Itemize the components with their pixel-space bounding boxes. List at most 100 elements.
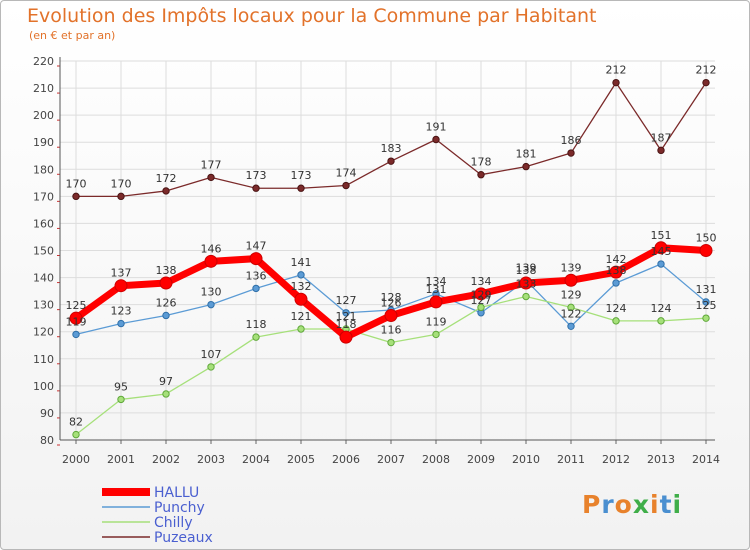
data-point-chilly (567, 303, 575, 312)
data-label-chilly: 129 (561, 288, 582, 301)
data-point-hallu (699, 244, 713, 257)
data-point-chilly (387, 338, 395, 347)
data-label-hallu: 131 (426, 283, 447, 296)
data-point-hallu (69, 311, 83, 325)
legend-label-hallu: HALLU (154, 485, 199, 501)
logo-letter: x (632, 490, 650, 519)
data-point-puzeaux (477, 171, 485, 179)
data-point-chilly (297, 325, 305, 333)
data-point-puzeaux (387, 157, 395, 165)
data-point-chilly (117, 395, 125, 404)
data-label-hallu: 150 (696, 232, 717, 245)
data-label-chilly: 82 (69, 416, 83, 429)
data-point-chilly (477, 303, 485, 312)
series-lines (69, 78, 713, 439)
x-tick-label: 2011 (557, 453, 585, 466)
y-tick-label: 150 (33, 245, 54, 258)
data-point-puzeaux (432, 135, 440, 144)
data-point-hallu (249, 252, 263, 266)
data-point-punchy (72, 330, 80, 339)
x-tick-label: 2009 (467, 453, 495, 466)
data-point-punchy (207, 300, 215, 309)
y-tick-label: 170 (33, 190, 54, 203)
data-label-hallu: 125 (66, 299, 87, 312)
data-point-hallu (654, 241, 668, 255)
data-point-puzeaux (522, 162, 530, 171)
x-tick-label: 2012 (602, 453, 630, 466)
data-point-puzeaux (567, 149, 575, 157)
data-label-chilly: 118 (246, 318, 267, 331)
logo-letter: t (659, 490, 673, 519)
data-point-puzeaux (342, 181, 350, 190)
data-point-puzeaux (702, 78, 710, 87)
data-point-chilly (432, 330, 440, 339)
data-label-hallu: 138 (516, 264, 537, 277)
data-point-chilly (612, 317, 620, 325)
legend-label-punchy: Punchy (154, 500, 205, 516)
data-point-punchy (162, 311, 170, 320)
data-label-puzeaux: 177 (201, 158, 222, 171)
data-label-hallu: 139 (561, 261, 582, 274)
data-point-puzeaux (72, 192, 80, 201)
data-label-chilly: 119 (426, 315, 447, 328)
data-label-punchy: 138 (606, 264, 627, 277)
logo-letter: P (582, 490, 602, 519)
x-tick-label: 2007 (377, 453, 405, 466)
data-point-hallu (429, 295, 443, 309)
data-point-hallu (159, 276, 173, 290)
data-label-puzeaux: 173 (246, 169, 267, 182)
y-tick-label: 160 (33, 217, 54, 230)
data-label-hallu: 151 (651, 229, 672, 242)
data-point-hallu (609, 265, 623, 279)
data-label-punchy: 119 (66, 315, 87, 328)
y-tick-label: 110 (33, 353, 54, 366)
data-point-punchy (702, 298, 710, 306)
data-label-hallu: 134 (471, 275, 492, 288)
x-tick-label: 2014 (692, 453, 720, 466)
y-tick-label: 80 (40, 434, 54, 447)
data-point-hallu (564, 273, 578, 287)
data-point-hallu (294, 292, 308, 306)
x-tick-label: 2008 (422, 453, 450, 466)
data-point-puzeaux (252, 184, 260, 192)
y-tick-label: 200 (33, 109, 54, 122)
data-label-hallu: 126 (381, 296, 402, 309)
data-label-chilly: 124 (606, 302, 627, 315)
data-label-puzeaux: 212 (606, 64, 627, 77)
x-tick-label: 2010 (512, 453, 540, 466)
data-label-hallu: 146 (201, 242, 222, 255)
data-label-puzeaux: 173 (291, 169, 312, 182)
data-label-chilly: 124 (651, 302, 672, 315)
data-label-chilly: 116 (381, 324, 402, 337)
y-tick-label: 190 (33, 136, 54, 149)
data-point-hallu (474, 287, 488, 301)
data-point-chilly (702, 314, 710, 322)
x-tick-label: 2002 (152, 453, 180, 466)
data-label-puzeaux: 191 (426, 121, 447, 134)
data-point-chilly (522, 292, 530, 301)
data-point-chilly (72, 430, 80, 439)
data-point-punchy (252, 284, 260, 293)
chart-subtitle: (en € et par an) (29, 29, 116, 42)
x-tick-label: 2005 (287, 453, 315, 466)
y-tick-label: 90 (40, 407, 54, 420)
legend-label-puzeaux: Puzeaux (154, 530, 213, 546)
data-label-punchy: 127 (471, 294, 492, 307)
y-tick-label: 180 (33, 163, 54, 176)
y-tick-label: 220 (33, 55, 54, 68)
data-point-punchy (297, 271, 305, 279)
data-label-chilly: 125 (696, 299, 717, 312)
data-labels: 170 170 172 177 173 173 174 183 191 178 181 186 212 1… (66, 64, 717, 429)
y-tick-label: 130 (33, 299, 54, 312)
data-label-puzeaux: 181 (516, 148, 537, 161)
data-label-hallu: 142 (606, 253, 627, 266)
data-label-puzeaux: 212 (696, 64, 717, 77)
data-label-puzeaux: 170 (66, 177, 87, 190)
y-tick-label: 120 (33, 326, 54, 339)
data-label-chilly: 97 (159, 375, 173, 388)
data-label-puzeaux: 183 (381, 142, 402, 155)
data-label-punchy: 139 (516, 261, 537, 274)
data-point-punchy (567, 322, 575, 330)
